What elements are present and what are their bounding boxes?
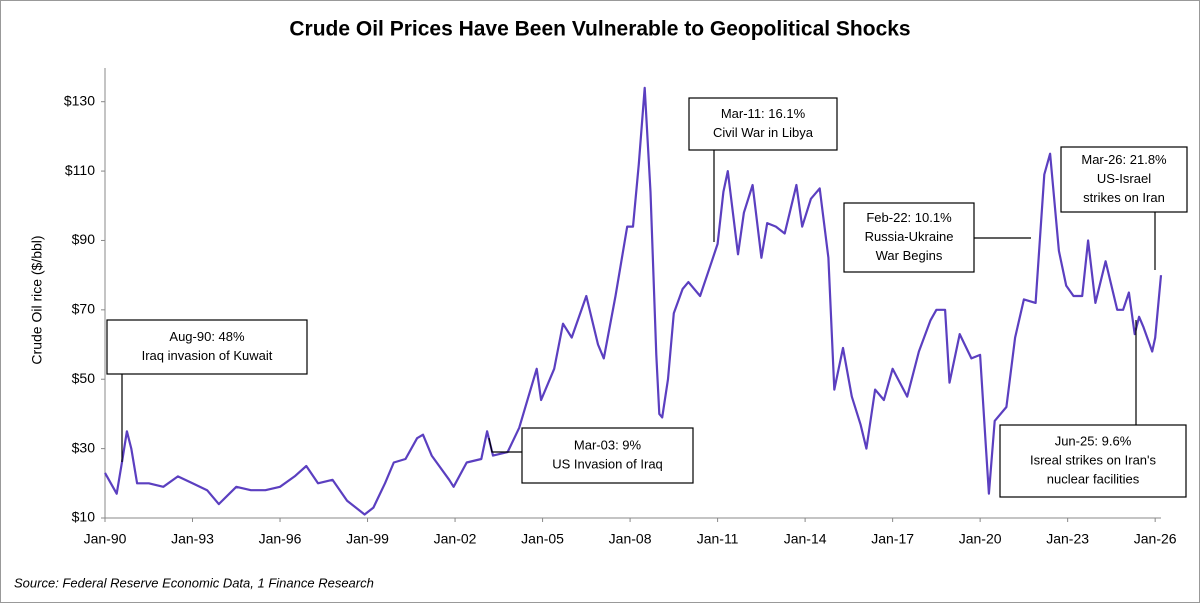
annotation-leader	[488, 437, 522, 453]
annotation-text: War Begins	[876, 248, 943, 263]
y-tick-label: $10	[72, 509, 96, 525]
x-tick-label: Jan-93	[171, 531, 214, 547]
source: Source: Federal Reserve Economic Data, 1…	[14, 575, 374, 590]
y-tick-label: $90	[72, 231, 96, 247]
x-tick-label: Jan-99	[346, 531, 389, 547]
annotation-text: Feb-22: 10.1%	[866, 210, 952, 225]
y-tick-label: $70	[72, 301, 96, 317]
annotation-text: Mar-03: 9%	[574, 437, 642, 452]
y-tick-label: $30	[72, 439, 96, 455]
annotation-text: Mar-26: 21.8%	[1081, 152, 1167, 167]
y-tick-label: $130	[64, 92, 95, 108]
annotation-text: nuclear facilities	[1047, 471, 1140, 486]
annotation-text: Iraq invasion of Kuwait	[142, 348, 273, 363]
annotation-text: Russia-Ukraine	[865, 229, 954, 244]
annotation-text: US-Israel	[1097, 171, 1151, 186]
x-tick-label: Jan-26	[1134, 531, 1177, 547]
annotation-text: Isreal strikes on Iran's	[1030, 452, 1157, 467]
y-axis-label: Crude Oil rice ($/bbl)	[29, 235, 45, 364]
x-tick-label: Jan-20	[959, 531, 1002, 547]
x-tick-label: Jan-23	[1046, 531, 1089, 547]
annotation-text: Civil War in Libya	[713, 125, 814, 140]
x-tick-label: Jan-11	[697, 531, 739, 547]
chart-title: Crude Oil Prices Have Been Vulnerable to…	[289, 18, 910, 41]
x-tick-label: Jan-96	[259, 531, 302, 547]
x-tick-label: Jan-02	[434, 531, 477, 547]
x-tick-label: Jan-17	[871, 531, 914, 547]
y-tick-label: $50	[72, 370, 96, 386]
annotation-text: strikes on Iran	[1083, 190, 1165, 205]
annotation-box	[106, 319, 308, 375]
x-tick-label: Jan-14	[784, 531, 827, 547]
annotation-box	[521, 427, 694, 484]
x-tick-label: Jan-08	[609, 531, 652, 547]
annotation-box	[999, 424, 1187, 498]
annotation-box	[843, 202, 975, 273]
annotation-box	[1060, 146, 1188, 213]
x-tick-label: Jan-05	[521, 531, 564, 547]
y-tick-label: $110	[65, 162, 95, 178]
annotation-text: Jun-25: 9.6%	[1055, 433, 1132, 448]
annotation-box	[688, 97, 838, 151]
x-tick-label: Jan-90	[84, 531, 127, 547]
annotation-text: US Invasion of Iraq	[552, 456, 663, 471]
annotation-text: Aug-90: 48%	[169, 329, 245, 344]
price-line	[104, 86, 1163, 516]
annotation-text: Mar-11: 16.1%	[721, 106, 806, 121]
